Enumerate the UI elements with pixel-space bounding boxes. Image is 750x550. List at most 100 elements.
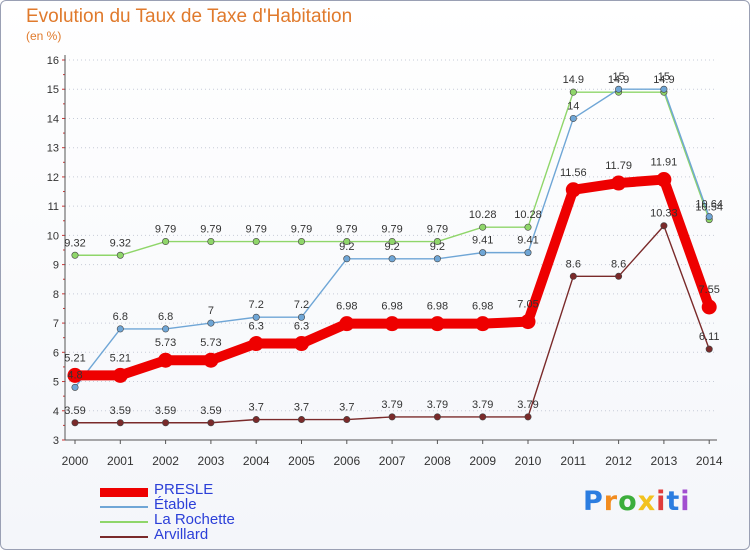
data-label: 3.79 [517, 399, 538, 411]
data-label: 9.41 [472, 235, 493, 247]
legend-item: La Rochette [100, 511, 300, 530]
data-point [433, 255, 441, 263]
data-label: 3.59 [200, 405, 221, 417]
data-label: 9.79 [291, 224, 312, 236]
legend-swatch [100, 487, 148, 497]
chart-title: Evolution du Taux de Taxe d'Habitation [26, 6, 353, 27]
data-point [701, 299, 717, 315]
logo-letter: t [666, 486, 681, 517]
series-points [67, 85, 717, 427]
x-tick-label: 2001 [107, 454, 134, 468]
data-label: 10.64 [695, 199, 723, 211]
data-label: 3.59 [110, 405, 131, 417]
data-label: 14 [567, 100, 579, 112]
logo-letter: i [680, 486, 691, 517]
data-label: 8.6 [611, 258, 626, 270]
legend-item: Arvillard [100, 526, 300, 545]
data-label: 9.79 [245, 224, 266, 236]
data-point [339, 316, 355, 332]
data-label: 3.7 [249, 402, 264, 414]
axes: 3 4 5 6 7 8 9 10 11 12 13 14 15 16 2000 2001 2002 2003 200… [47, 55, 723, 468]
data-point [294, 336, 309, 352]
data-label: 9.32 [64, 237, 85, 249]
data-point [705, 213, 713, 221]
data-point [162, 419, 170, 427]
data-point [565, 182, 581, 198]
data-label: 6.98 [427, 301, 448, 313]
data-label: 10.28 [514, 209, 542, 221]
x-tick-label: 2000 [62, 454, 89, 468]
data-label: 9.79 [336, 224, 357, 236]
y-tick-label: 5 [53, 377, 59, 389]
data-label: 10.33 [650, 208, 678, 220]
logo-letter: r [603, 486, 619, 517]
legend-item: PRESLE [100, 481, 300, 500]
data-point [252, 238, 260, 246]
data-point [71, 419, 79, 427]
data-label: 9.79 [155, 224, 176, 236]
data-label: 6.11 [699, 331, 720, 343]
logo-letter: o [618, 486, 638, 517]
data-label: 15 [658, 71, 670, 83]
data-point [433, 413, 441, 421]
data-label: 3.79 [472, 399, 493, 411]
data-label: 6.3 [249, 321, 264, 333]
x-tick-label: 2012 [605, 454, 632, 468]
y-tick-label: 4 [53, 406, 59, 418]
data-point [158, 352, 174, 368]
x-tick-label: 2003 [198, 454, 225, 468]
data-point [569, 272, 577, 280]
data-point [569, 88, 577, 96]
legend-swatch [100, 521, 148, 523]
data-point [343, 238, 351, 246]
data-point [433, 238, 441, 246]
data-label: 14.9 [653, 74, 674, 86]
x-tick-label: 2014 [696, 454, 723, 468]
data-point [660, 222, 668, 230]
x-tick-label: 2006 [333, 454, 360, 468]
data-label: 14.9 [563, 74, 584, 86]
y-tick-label: 12 [47, 172, 59, 184]
data-label: 9.2 [339, 241, 354, 253]
data-label: 10.28 [469, 209, 497, 221]
data-point [569, 114, 577, 122]
data-label: 9.32 [110, 237, 131, 249]
data-label: 7 [208, 305, 214, 317]
data-label: 7.05 [517, 299, 538, 311]
data-point [248, 336, 264, 352]
data-label: 3.59 [64, 405, 85, 417]
logo-letter: i [656, 486, 667, 517]
data-point [524, 249, 532, 257]
y-tick-label: 14 [47, 113, 59, 125]
legend-label: La Rochette [154, 511, 235, 528]
data-label: 3.7 [294, 402, 309, 414]
data-point [71, 251, 79, 259]
legend-label: Arvillard [154, 526, 209, 543]
data-label: 5.21 [64, 352, 85, 364]
data-point [343, 255, 351, 263]
data-point [520, 314, 536, 330]
data-point [388, 255, 396, 263]
data-point [252, 313, 260, 321]
logo-letter: P [583, 486, 604, 517]
data-point [112, 367, 128, 383]
data-point [297, 416, 305, 424]
data-point [162, 325, 170, 333]
data-point [388, 238, 396, 246]
chart-subtitle: (en %) [26, 29, 62, 43]
y-tick-label: 10 [47, 230, 59, 242]
data-point [524, 223, 532, 231]
data-point [660, 85, 668, 93]
x-tick-label: 2013 [651, 454, 678, 468]
data-point [429, 316, 445, 332]
data-label: 7.2 [249, 299, 264, 311]
data-label: 11.56 [560, 167, 587, 179]
data-point [71, 383, 79, 391]
data-label: 14.9 [608, 74, 629, 86]
data-label: 6.98 [381, 301, 402, 313]
data-point [524, 413, 532, 421]
data-point [384, 316, 400, 332]
data-point [705, 345, 713, 353]
data-label: 9.79 [427, 224, 448, 236]
